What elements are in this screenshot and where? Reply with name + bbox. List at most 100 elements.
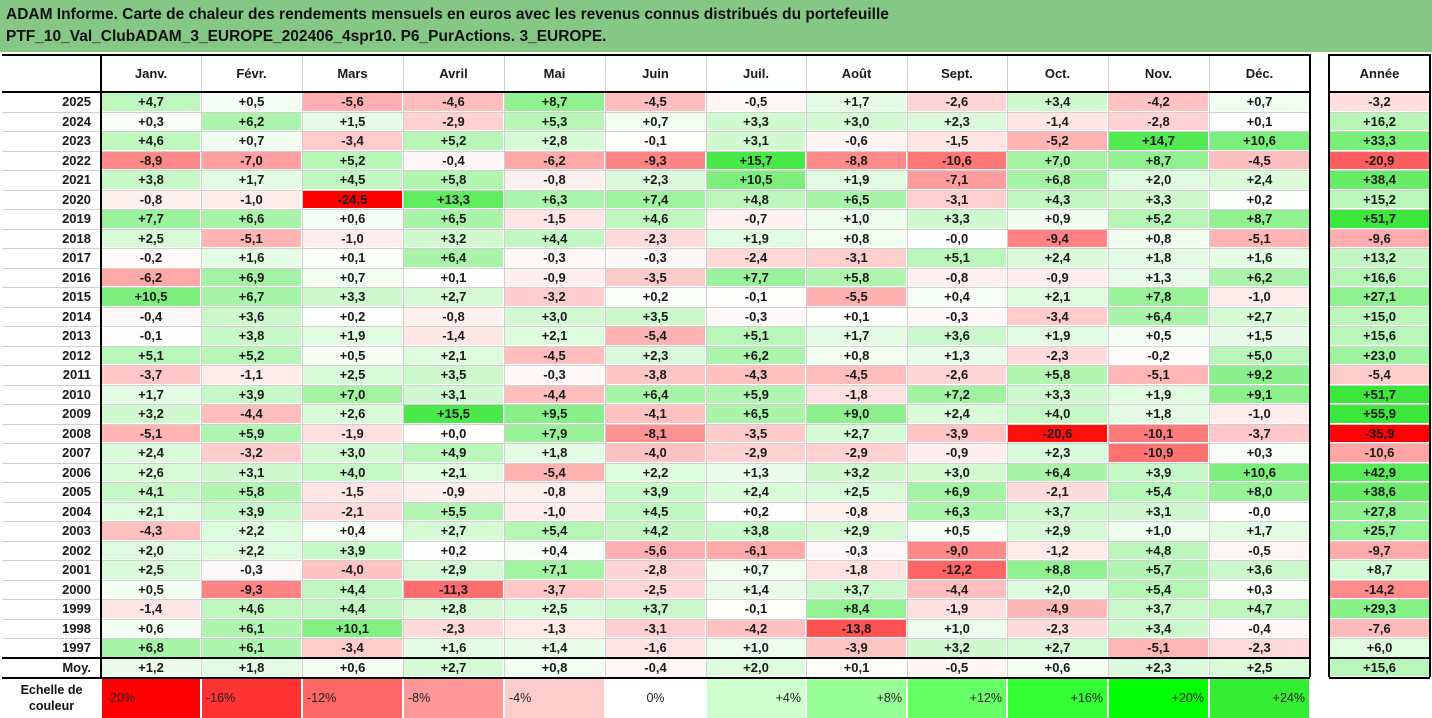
heatmap-cell: +5,9 <box>707 385 805 403</box>
year-cell: +16,6 <box>1330 268 1429 286</box>
heatmap-cell: +4,2 <box>606 522 705 540</box>
year-cell: +13,2 <box>1330 249 1429 267</box>
row-divider <box>2 248 1310 249</box>
heatmap-cell: -0,9 <box>908 444 1006 462</box>
heatmap-cell: +3,9 <box>202 385 301 403</box>
heatmap-cell: +7,0 <box>1008 151 1107 169</box>
heatmap-cell: +14,7 <box>1109 132 1208 150</box>
row-divider <box>2 619 1310 620</box>
column-header: Juil. <box>706 54 806 92</box>
heatmap-cell: +0,5 <box>1109 327 1208 345</box>
column-divider <box>806 54 807 677</box>
heatmap-cell: -10,1 <box>1109 424 1208 442</box>
year-cell: +27,8 <box>1330 502 1429 520</box>
heatmap-cell: -4,2 <box>1109 93 1208 111</box>
heatmap-cell: -1,9 <box>303 424 402 442</box>
heatmap-cell: +3,6 <box>202 307 301 325</box>
row-divider <box>2 541 1310 542</box>
heatmap-cell: +1,4 <box>707 580 805 598</box>
heatmap-cell: -2,3 <box>1008 619 1107 637</box>
row-divider-year <box>1329 170 1430 171</box>
column-divider <box>1108 54 1109 677</box>
row-divider <box>2 482 1310 483</box>
heatmap-cell: -0,9 <box>404 483 503 501</box>
heatmap-cell: +1,4 <box>505 639 604 657</box>
heatmap-cell: +0,5 <box>102 580 200 598</box>
row-label: 1999 <box>2 599 101 619</box>
heatmap-cell: +4,5 <box>303 171 402 189</box>
heatmap-cell: +3,1 <box>1109 502 1208 520</box>
heatmap-cell: +3,0 <box>807 112 906 130</box>
heatmap-cell: +2,6 <box>102 463 200 481</box>
column-divider <box>1209 54 1210 677</box>
year-frame-left <box>1328 54 1330 677</box>
heatmap-cell: +2,2 <box>202 541 301 559</box>
heatmap-cell: -5,6 <box>303 93 402 111</box>
row-label: 2010 <box>2 384 101 404</box>
average-cell: +2,7 <box>404 658 503 676</box>
heatmap-cell: +2,7 <box>404 522 503 540</box>
frame-avg-bottom <box>2 677 1310 679</box>
heatmap-cell: +0,2 <box>404 541 503 559</box>
year-cell: -9,7 <box>1330 541 1429 559</box>
heatmap-cell: +0,1 <box>807 307 906 325</box>
heatmap-cell: +3,8 <box>202 327 301 345</box>
row-label: 2012 <box>2 345 101 365</box>
heatmap-cell: +5,1 <box>908 249 1006 267</box>
heatmap-cell: -0,4 <box>102 307 200 325</box>
heatmap-cell: -8,8 <box>807 151 906 169</box>
heatmap-cell: -1,8 <box>807 561 906 579</box>
heatmap-cell: -4,6 <box>404 93 503 111</box>
row-label: 1997 <box>2 638 101 658</box>
heatmap-cell: +9,2 <box>1210 366 1309 384</box>
heatmap-cell: +6,2 <box>707 346 805 364</box>
heatmap-cell: +3,4 <box>1008 93 1107 111</box>
row-divider <box>2 424 1310 425</box>
row-divider <box>2 112 1310 113</box>
year-cell: +15,0 <box>1330 307 1429 325</box>
heatmap-cell: +1,9 <box>1109 385 1208 403</box>
row-divider <box>2 560 1310 561</box>
year-cell: +16,2 <box>1330 112 1429 130</box>
heatmap-cell: -3,8 <box>606 366 705 384</box>
heatmap-cell: +4,6 <box>606 210 705 228</box>
heatmap-cell: -6,2 <box>102 268 200 286</box>
heatmap-cell: +5,4 <box>505 522 604 540</box>
heatmap-cell: -3,9 <box>807 639 906 657</box>
average-cell: +0,8 <box>505 658 604 676</box>
heatmap-cell: -0,5 <box>707 93 805 111</box>
heatmap-cell: -4,1 <box>606 405 705 423</box>
heatmap-cell: -1,4 <box>1008 112 1107 130</box>
row-label: 2023 <box>2 131 101 151</box>
heatmap-cell: -3,7 <box>505 580 604 598</box>
heatmap-cell: +0,1 <box>404 268 503 286</box>
year-cell: -9,6 <box>1330 229 1429 247</box>
heatmap-cell: +0,3 <box>1210 444 1309 462</box>
heatmap-cell: -3,1 <box>606 619 705 637</box>
heatmap-cell: -0,4 <box>404 151 503 169</box>
color-scale-swatch: +12% <box>908 678 1006 718</box>
year-frame-avg-bottom <box>1329 677 1430 679</box>
heatmap-cell: +0,0 <box>404 424 503 442</box>
row-divider <box>2 638 1310 639</box>
heatmap-cell: +9,1 <box>1210 385 1309 403</box>
row-divider-year <box>1329 463 1430 464</box>
heatmap-cell: +5,2 <box>404 132 503 150</box>
heatmap-cell: -9,4 <box>1008 229 1107 247</box>
heatmap-cell: +1,7 <box>807 327 906 345</box>
average-cell: +0,6 <box>1008 658 1107 676</box>
heatmap-cell: +3,2 <box>404 229 503 247</box>
row-divider-year <box>1329 521 1430 522</box>
heatmap-cell: +0,3 <box>1210 580 1309 598</box>
heatmap-cell: +6,5 <box>807 190 906 208</box>
heatmap-cell: -2,8 <box>1109 112 1208 130</box>
row-divider <box>2 521 1310 522</box>
heatmap-cell: -1,5 <box>505 210 604 228</box>
heatmap-cell: +3,9 <box>1109 463 1208 481</box>
heatmap-cell: +6,1 <box>202 619 301 637</box>
heatmap-cell: +2,4 <box>102 444 200 462</box>
color-scale-swatch: -16% <box>202 678 301 718</box>
row-label: 2001 <box>2 560 101 580</box>
heatmap-cell: -4,4 <box>908 580 1006 598</box>
heatmap-cell: +3,0 <box>303 444 402 462</box>
